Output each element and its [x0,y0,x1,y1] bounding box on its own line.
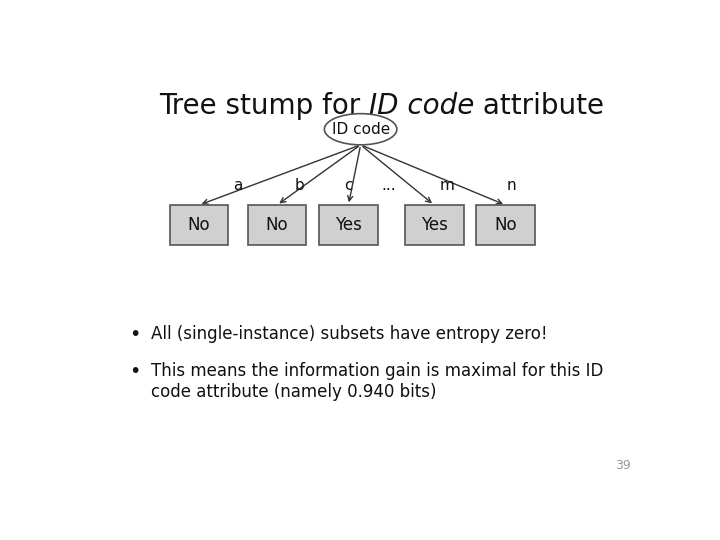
Text: c: c [344,178,353,193]
Text: code attribute (namely 0.940 bits): code attribute (namely 0.940 bits) [151,383,437,401]
Text: a: a [233,178,243,193]
Bar [169,205,228,245]
Text: •: • [129,362,140,381]
Text: Yes: Yes [421,216,448,234]
Text: •: • [129,325,140,343]
Bar [405,205,464,245]
Bar [319,205,378,245]
Text: n: n [506,178,516,193]
Text: Yes: Yes [335,216,361,234]
Bar [477,205,535,245]
Ellipse shape [324,113,397,145]
Text: No: No [187,216,210,234]
Text: ...: ... [381,178,396,193]
Text: Tree stump for: Tree stump for [159,92,369,120]
Text: No: No [495,216,517,234]
Text: m: m [440,178,454,193]
Text: attribute: attribute [474,92,604,120]
Text: All (single-instance) subsets have entropy zero!: All (single-instance) subsets have entro… [151,325,548,343]
Text: No: No [266,216,288,234]
Bar [248,205,306,245]
Text: 39: 39 [616,460,631,472]
Text: ID code: ID code [369,92,474,120]
Text: This means the information gain is maximal for this ID: This means the information gain is maxim… [151,362,604,380]
Text: ID code: ID code [331,122,390,137]
Text: b: b [294,178,304,193]
